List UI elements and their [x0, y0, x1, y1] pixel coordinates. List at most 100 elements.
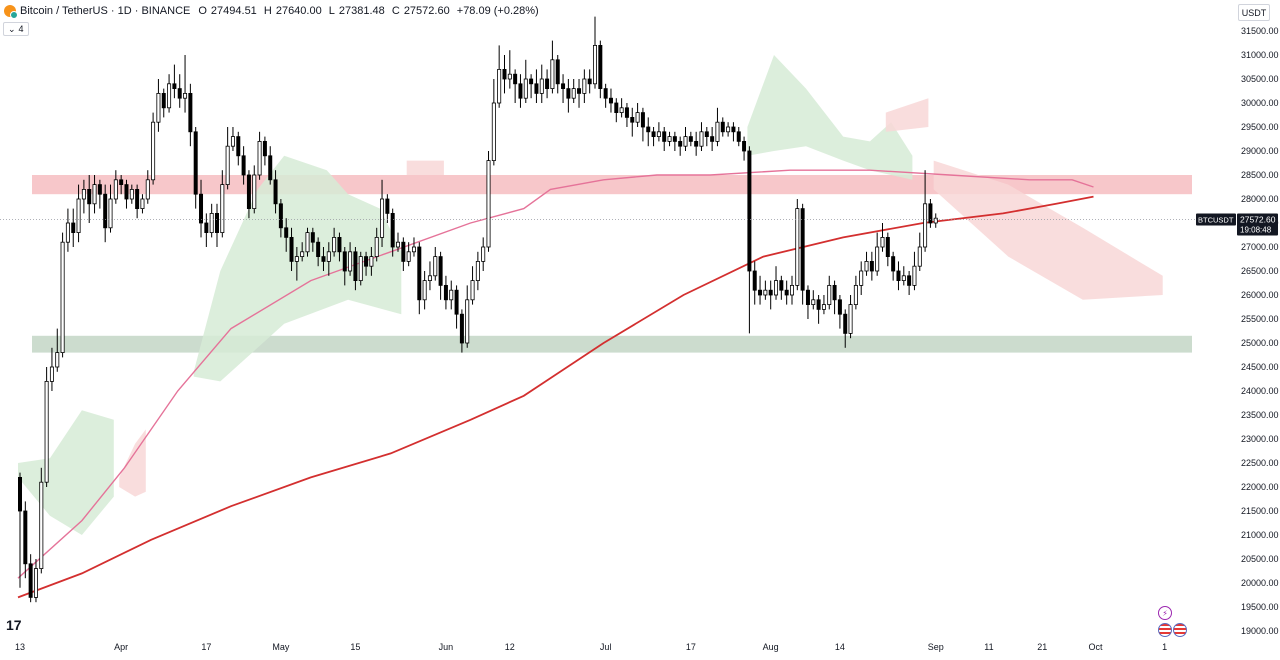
candle [816, 295, 821, 324]
symbol-title[interactable]: Bitcoin / TetherUS · 1D · BINANCE [20, 5, 191, 17]
lightning-icon[interactable]: ⚡ [1158, 606, 1172, 620]
candle [672, 131, 677, 151]
candle [507, 50, 512, 89]
candle [411, 237, 416, 257]
currency-button[interactable]: USDT [1238, 4, 1270, 21]
candle [891, 251, 896, 281]
flag-icon[interactable] [1173, 623, 1187, 637]
bitcoin-logo-icon [4, 5, 18, 19]
candle [268, 146, 273, 185]
candle [273, 170, 278, 214]
x-tick-label: 11 [984, 642, 993, 652]
candle [443, 275, 448, 310]
candle [459, 309, 464, 353]
candle [225, 127, 230, 190]
candle [374, 227, 379, 262]
y-tick-label: 25000.00 [1241, 338, 1279, 348]
candle [124, 179, 129, 209]
candle [28, 554, 33, 603]
candle [39, 467, 44, 574]
moving-averages-layer [17, 169, 1094, 599]
candle [230, 127, 235, 151]
candle [869, 251, 874, 281]
candle [214, 203, 219, 247]
candle [310, 227, 315, 252]
candle [614, 98, 619, 123]
candle [566, 79, 571, 113]
flag-icon[interactable] [1158, 623, 1172, 637]
y-tick-label: 25500.00 [1241, 314, 1279, 324]
candle [885, 232, 890, 267]
candle [465, 285, 470, 348]
high-value: 27640.00 [275, 5, 322, 17]
y-tick-label: 20000.00 [1241, 578, 1279, 588]
candle [694, 131, 699, 156]
candle [923, 170, 928, 252]
candle [97, 179, 102, 209]
y-tick-label: 31000.00 [1241, 50, 1279, 60]
candle [81, 179, 86, 214]
candle [332, 227, 337, 257]
candle [87, 175, 92, 223]
tradingview-logo-icon[interactable]: 17 [6, 617, 22, 633]
candle [561, 74, 566, 103]
candle [289, 227, 294, 271]
candle [23, 501, 28, 579]
candle [177, 74, 182, 108]
candle [427, 261, 432, 291]
ichimoku-cloud-bearish [406, 160, 444, 175]
candle [646, 117, 651, 147]
candle [183, 55, 188, 113]
candle [704, 127, 709, 147]
candle [603, 83, 608, 108]
y-tick-label: 27000.00 [1241, 242, 1279, 252]
candle [736, 127, 741, 147]
candle [774, 266, 779, 300]
y-tick-label: 30500.00 [1241, 74, 1279, 84]
low-value: 27381.48 [338, 5, 385, 17]
candle [624, 103, 629, 127]
candle [342, 247, 347, 286]
badge-price: 27572.60 [1240, 215, 1276, 225]
candle [502, 55, 507, 94]
candle [262, 136, 267, 166]
indicators-toggle[interactable]: ⌄ 4 [3, 22, 29, 36]
candle [241, 146, 246, 185]
candle [880, 223, 885, 252]
candle [608, 88, 613, 113]
candle [326, 242, 331, 276]
candle [316, 237, 321, 267]
candle [811, 290, 816, 310]
candle [433, 247, 438, 281]
candle [65, 208, 70, 252]
candle [853, 275, 858, 310]
candle [161, 88, 166, 118]
x-tick-label: Jun [439, 642, 454, 652]
candle [731, 122, 736, 142]
candle [348, 242, 353, 276]
y-tick-label: 28000.00 [1241, 194, 1279, 204]
candle [417, 242, 422, 315]
candle [555, 55, 560, 94]
close-label: C [391, 5, 400, 17]
candle [188, 83, 193, 147]
candle [768, 280, 773, 310]
y-tick-label: 26500.00 [1241, 266, 1279, 276]
x-tick-label: 12 [505, 642, 515, 652]
y-tick-label: 22500.00 [1241, 458, 1279, 468]
y-tick-label: 24500.00 [1241, 362, 1279, 372]
y-tick-label: 19500.00 [1241, 602, 1279, 612]
candle [60, 232, 65, 358]
candle [156, 79, 161, 132]
change-value: +78.09 (+0.28%) [456, 5, 539, 17]
candle [497, 45, 502, 108]
cloud-layer [18, 55, 1163, 535]
candle [539, 64, 544, 103]
candle [135, 184, 140, 219]
candle [193, 127, 198, 209]
candle [33, 559, 38, 603]
candle [470, 266, 475, 305]
